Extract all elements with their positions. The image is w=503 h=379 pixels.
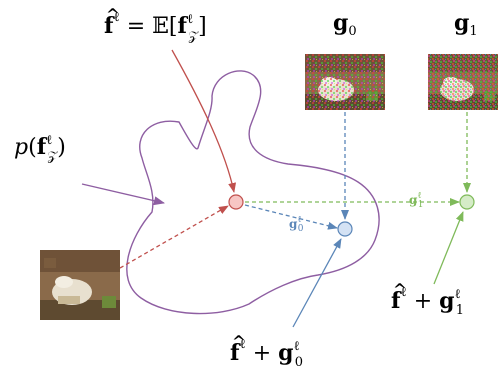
mean-pointer-arrow: [171, 49, 237, 193]
input-to-mean-arrow: [119, 205, 229, 269]
distribution-label: p(fℓ 𝒵): [14, 133, 66, 164]
sum0-label: fℓ + gℓ 0: [230, 337, 303, 370]
point-g1: [459, 194, 475, 210]
g0-title: g0: [333, 10, 357, 39]
g1-title: g1: [454, 10, 478, 39]
sum1-label: fℓ + gℓ 1: [391, 285, 464, 318]
vector-g1-label: gℓ 1: [409, 191, 423, 210]
vector-g0-arrow: [244, 204, 338, 230]
mean-point: [228, 194, 244, 210]
sum0-pointer-arrow: [292, 238, 342, 328]
sum0-label-hat: ^: [232, 332, 245, 351]
mean-label-hat: ^: [106, 5, 119, 24]
perturbed-image-g0: [305, 54, 385, 110]
vector-g0-label: gℓ 0: [289, 215, 304, 234]
perturbed-image-g1: [428, 54, 498, 110]
mean-label: fℓ = 𝔼[fℓ 𝒵]: [104, 10, 207, 44]
sum1-label-hat: ^: [393, 280, 406, 299]
point-g0: [337, 221, 353, 237]
sum1-pointer-arrow: [433, 211, 464, 285]
input-image: [40, 250, 120, 320]
distribution-pointer-arrow: [81, 183, 165, 206]
